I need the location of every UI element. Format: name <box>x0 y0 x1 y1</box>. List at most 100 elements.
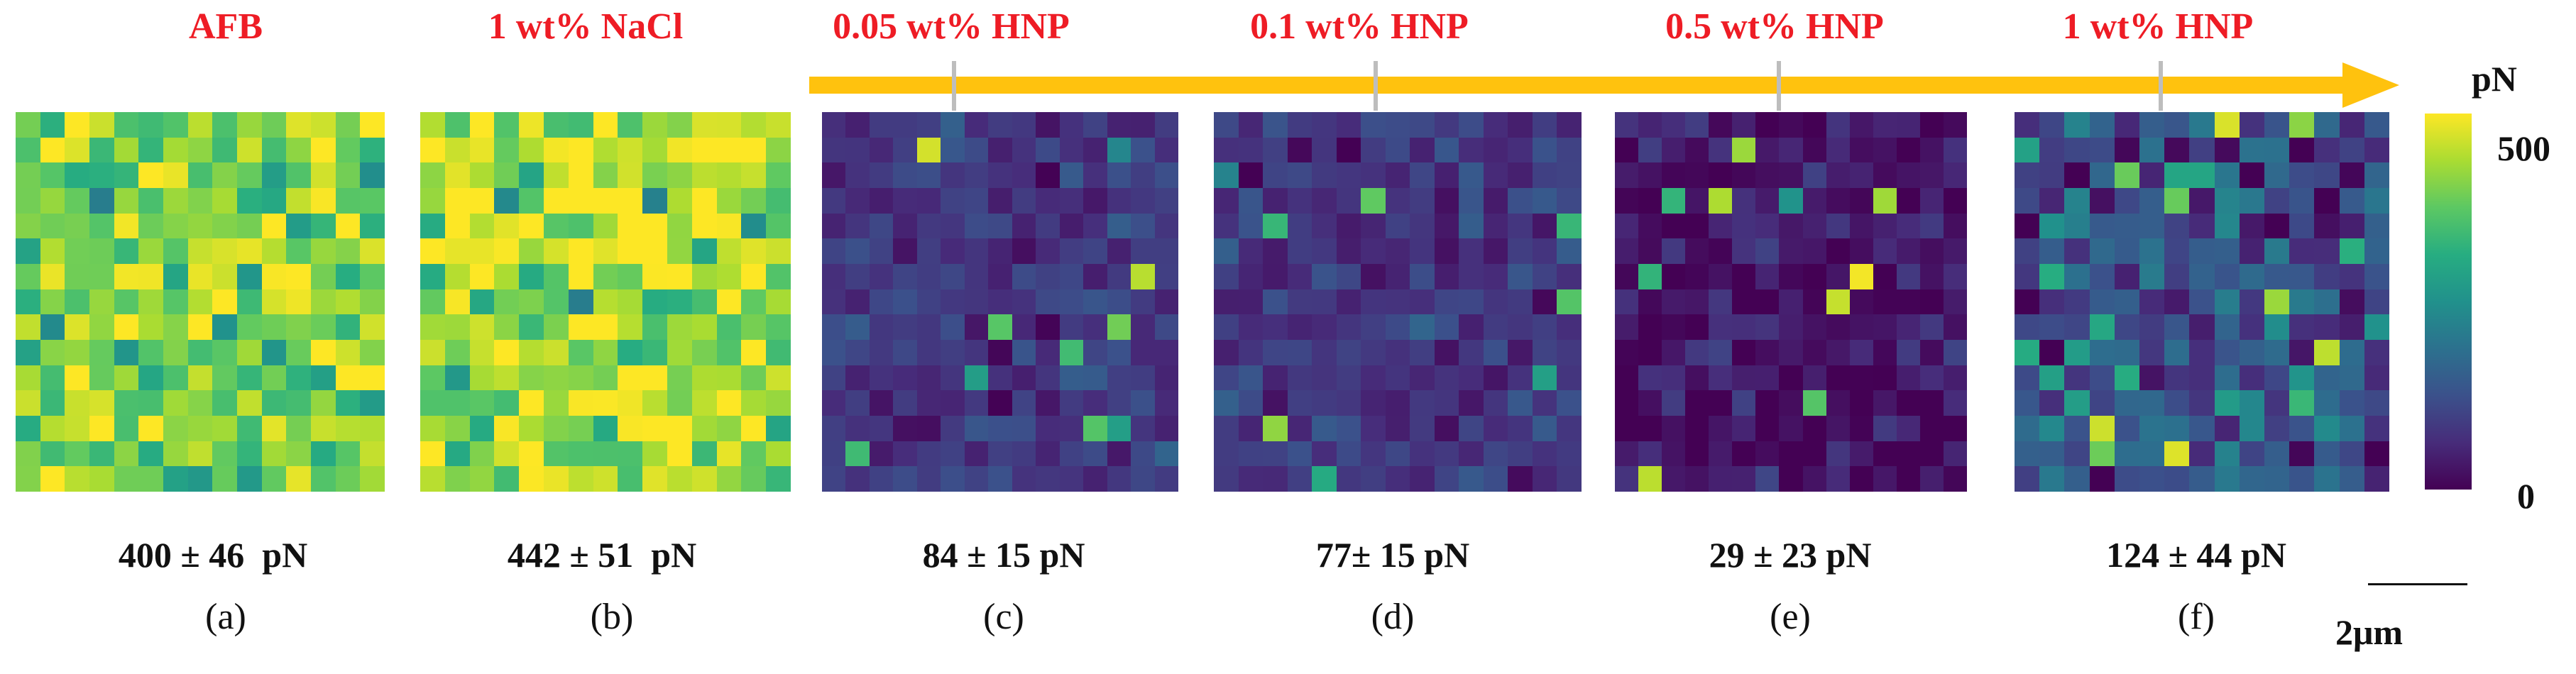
heatmap-cell <box>2214 264 2240 289</box>
heatmap-cell <box>65 188 89 214</box>
heatmap-cell <box>1361 390 1386 416</box>
heatmap-cell <box>869 314 894 340</box>
heatmap-cell <box>2164 441 2190 467</box>
heatmap-cell <box>187 340 213 365</box>
heatmap-cell <box>1012 112 1036 138</box>
heatmap-cell <box>1802 390 1826 416</box>
heatmap-cell <box>1943 238 1967 264</box>
heatmap-cell <box>1059 137 1084 163</box>
heatmap-cell <box>1755 340 1780 365</box>
heatmap-cell <box>1131 188 1155 214</box>
scale-bar <box>2368 583 2467 585</box>
heatmap-cell <box>1532 365 1557 391</box>
heatmap-cell <box>1154 390 1178 416</box>
heatmap-cell <box>1154 238 1178 264</box>
heatmap-cell <box>469 365 495 391</box>
heatmap-cell <box>1107 137 1131 163</box>
heatmap-cell <box>2264 162 2290 188</box>
heatmap-cell <box>1709 416 1733 441</box>
heatmap-cell <box>1012 238 1036 264</box>
heatmap-cell <box>2264 137 2290 163</box>
heatmap-cell <box>869 112 894 138</box>
heatmap-cell <box>1557 390 1582 416</box>
heatmap-cell <box>1361 314 1386 340</box>
heatmap-cell <box>187 289 213 315</box>
heatmap-cell <box>1557 289 1582 315</box>
heatmap-cell <box>1312 238 1337 264</box>
heatmap-cell <box>1896 441 1920 467</box>
heatmap-cell <box>941 390 965 416</box>
heatmap-cell <box>2139 112 2165 138</box>
heatmap-cell <box>1312 137 1337 163</box>
heatmap-cell <box>1802 264 1826 289</box>
heatmap-cell <box>1483 365 1508 391</box>
heatmap-cell <box>1802 466 1826 492</box>
heatmap-cell <box>1532 112 1557 138</box>
heatmap-cell <box>1410 264 1435 289</box>
heatmap-cell <box>2164 416 2190 441</box>
heatmap-cell <box>2314 264 2340 289</box>
heatmap-cell <box>311 162 336 188</box>
heatmap-cell <box>2364 238 2389 264</box>
heatmap-cell <box>1779 289 1803 315</box>
heatmap-cell <box>543 416 569 441</box>
heatmap-cell <box>2289 112 2315 138</box>
heatmap-cell <box>494 314 520 340</box>
heatmap-cell <box>2064 466 2090 492</box>
heatmap-cell <box>2339 314 2364 340</box>
heatmap-cell <box>1943 365 1967 391</box>
heatmap-cell <box>1755 466 1780 492</box>
heatmap-cell <box>2289 365 2315 391</box>
heatmap-cell <box>1873 365 1897 391</box>
heatmap-cell <box>1557 112 1582 138</box>
heatmap-cell <box>40 441 65 467</box>
heatmap-cell <box>988 441 1012 467</box>
heatmap-cell <box>1508 213 1533 239</box>
heatmap-cell <box>1896 162 1920 188</box>
heatmap-cell <box>1263 238 1288 264</box>
heatmap-cell <box>212 340 237 365</box>
heatmap-cell <box>1059 340 1084 365</box>
heatmap-cell <box>444 441 470 467</box>
heatmap-cell <box>2189 365 2215 391</box>
heatmap-cell <box>163 264 188 289</box>
heatmap-cell <box>845 416 870 441</box>
heatmap-cell <box>65 390 89 416</box>
heatmap-cell <box>1214 213 1239 239</box>
heatmap-cell <box>593 314 618 340</box>
heatmap-cell <box>2039 289 2065 315</box>
heatmap-cell <box>2064 365 2090 391</box>
heatmap-cell <box>138 112 163 138</box>
heatmap-cell <box>138 289 163 315</box>
heatmap-cell <box>667 314 692 340</box>
heatmap-cell <box>420 365 445 391</box>
heatmap-cell <box>845 213 870 239</box>
heatmap-cell <box>65 264 89 289</box>
panel-stat-b: 442 ± 51 pN <box>507 535 697 575</box>
heatmap-cell <box>642 365 667 391</box>
heatmap-cell <box>1131 390 1155 416</box>
heatmap-cell <box>2239 213 2264 239</box>
heatmap-cell <box>2039 264 2065 289</box>
heatmap-cell <box>1508 188 1533 214</box>
heatmap-cell <box>543 390 569 416</box>
heatmap-cell <box>1615 441 1639 467</box>
heatmap-cell <box>2039 416 2065 441</box>
heatmap-cell <box>1483 188 1508 214</box>
heatmap-cell <box>593 238 618 264</box>
heatmap-cell <box>1012 340 1036 365</box>
heatmap-cell <box>667 112 692 138</box>
heatmap-cell <box>469 137 495 163</box>
heatmap-cell <box>916 314 941 340</box>
heatmap-cell <box>1131 466 1155 492</box>
heatmap-cell <box>360 390 385 416</box>
heatmap-cell <box>16 340 40 365</box>
heatmap-cell <box>335 365 361 391</box>
heatmap-cell <box>1662 365 1686 391</box>
heatmap-cell <box>618 390 643 416</box>
heatmap-cell <box>2314 112 2340 138</box>
heatmap-cell <box>964 264 989 289</box>
heatmap-cell <box>1287 416 1312 441</box>
heatmap-cell <box>941 365 965 391</box>
heatmap-cell <box>2289 188 2315 214</box>
